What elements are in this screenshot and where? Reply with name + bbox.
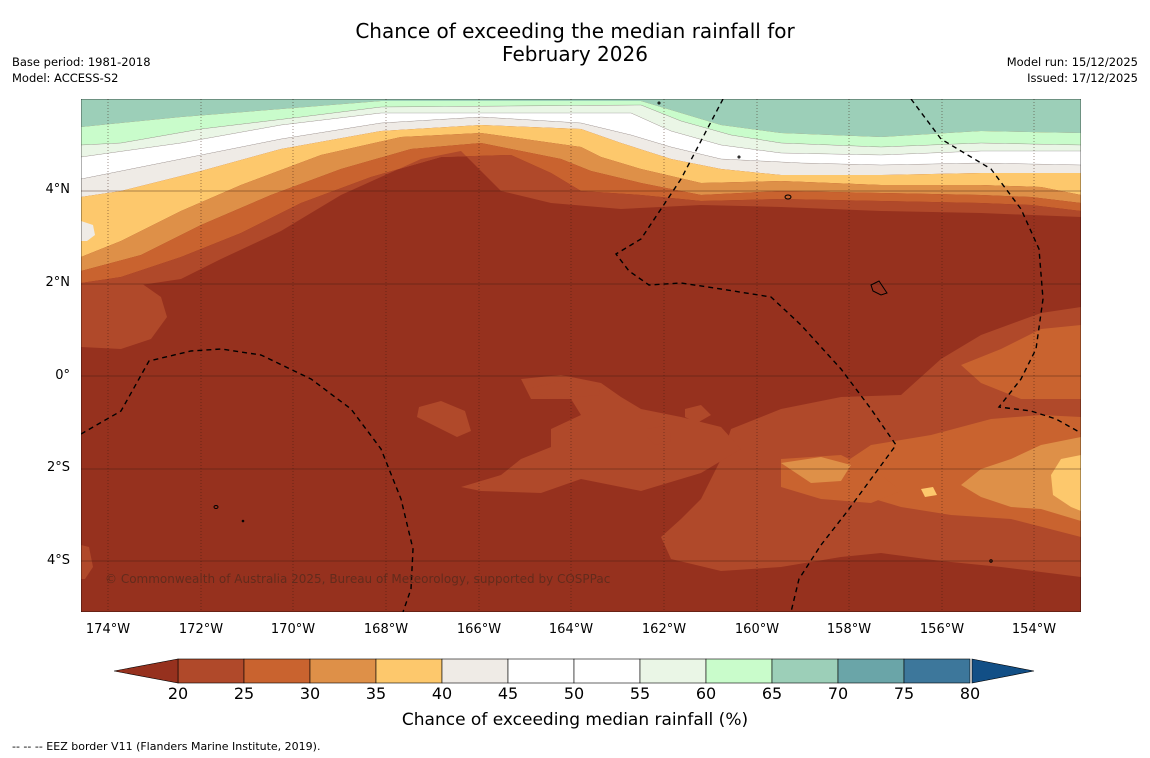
colorbar-tick-label: 80 (959, 684, 981, 703)
lat-label-2s: 2°S (46, 460, 70, 475)
meta-right: Model run: 15/12/2025 Issued: 17/12/2025 (1007, 54, 1138, 86)
lon-label-174w: 174°W (85, 622, 131, 637)
patch-40-45-left (81, 221, 95, 241)
lon-label-160w: 160°W (734, 622, 780, 637)
island-3 (213, 505, 219, 509)
colorbar-segment (243, 658, 311, 684)
colorbar-tick-label: 55 (629, 684, 651, 703)
lon-label-166w: 166°W (456, 622, 502, 637)
chart-title: Chance of exceeding the median rainfall … (0, 20, 1150, 66)
colorbar-label: Chance of exceeding median rainfall (%) (401, 710, 749, 730)
south-20-25-left-edge (81, 545, 93, 579)
colorbar-tick-label: 20 (167, 684, 189, 703)
south-35-40-spot (921, 487, 937, 497)
colorbar-segment (903, 658, 971, 684)
lon-label-158w: 158°W (826, 622, 872, 637)
patch-20-25-c (647, 425, 671, 445)
island-5 (737, 155, 741, 159)
colorbar-segment (441, 658, 509, 684)
colorbar-over-arrow (971, 658, 1035, 684)
island-7 (241, 519, 245, 523)
lat-grid (81, 190, 1081, 562)
colorbar-tick-label: 45 (497, 684, 519, 703)
band-40-45 (81, 117, 1081, 197)
colorbar-tick-label: 50 (563, 684, 585, 703)
island-1 (784, 194, 792, 200)
colorbar-tick-label: 35 (365, 684, 387, 703)
issued-date: Issued: 17/12/2025 (1027, 71, 1138, 85)
lat-label-2n: 2°N (45, 275, 71, 290)
model-name: Model: ACCESS-S2 (12, 71, 119, 85)
lon-label-164w: 164°W (548, 622, 594, 637)
south-20-25-mid (461, 375, 741, 493)
south-30-35-b (781, 457, 851, 483)
colorbar-tick-label: 25 (233, 684, 255, 703)
lon-label-162w: 162°W (641, 622, 687, 637)
patch-20-25-a (417, 401, 471, 437)
band-45-55 (81, 113, 1081, 179)
lon-label-170w: 170°W (270, 622, 316, 637)
contour-lines (81, 104, 1081, 180)
colorbar-segment (705, 658, 773, 684)
eez-borders (81, 99, 1081, 612)
title-line-2: February 2026 (502, 42, 648, 66)
band-20-25 (81, 151, 1081, 289)
colorbar-segment (177, 658, 245, 684)
colorbar-tick-label: 75 (893, 684, 915, 703)
band-25-30 (81, 143, 1081, 283)
band-55-60 (81, 105, 1081, 157)
lobe-20-25-west (81, 283, 167, 349)
eez-note: -- -- -- EEZ border V11 (Flanders Marine… (12, 740, 321, 753)
lon-label-168w: 168°W (363, 622, 409, 637)
patch-20-25-d (527, 381, 601, 399)
copyright-notice: © Commonwealth of Australia 2025, Bureau… (105, 572, 611, 586)
colorbar-segment (507, 658, 575, 684)
lat-label-4s: 4°S (46, 553, 70, 568)
colorbar (114, 658, 1035, 684)
lon-label-154w: 154°W (1011, 622, 1057, 637)
island-6 (989, 559, 993, 563)
title-line-1: Chance of exceeding the median rainfall … (355, 19, 795, 43)
colorbar-segment (771, 658, 839, 684)
eez-kiribati-west (81, 348, 414, 612)
colorbar-segment (837, 658, 905, 684)
colorbar-tick-label: 60 (695, 684, 717, 703)
colorbar-segment (639, 658, 707, 684)
colorbar-under-arrow (114, 658, 179, 684)
lon-label-172w: 172°W (178, 622, 224, 637)
model-run: Model run: 15/12/2025 (1006, 55, 1138, 69)
base-period: Base period: 1981-2018 (12, 55, 151, 69)
colorbar-segment (375, 658, 443, 684)
lat-label-4n: 4°N (45, 182, 71, 197)
rainfall-map (81, 99, 1081, 612)
colorbar-tick-label: 30 (299, 684, 321, 703)
eez-east (910, 99, 1081, 434)
band-30-35 (81, 133, 1081, 271)
colorbar-segment (309, 658, 377, 684)
lon-label-156w: 156°W (919, 622, 965, 637)
patch-20-25-b (685, 405, 711, 423)
colorbar-tick-label: 70 (827, 684, 849, 703)
meta-left: Base period: 1981-2018 Model: ACCESS-S2 (12, 54, 151, 86)
island-4 (657, 101, 661, 105)
south-30-35 (961, 437, 1081, 521)
colorbar-segments (177, 658, 971, 684)
band-60-65 (81, 101, 1081, 147)
island-2 (870, 280, 888, 296)
eez-line-islands (614, 99, 897, 612)
colorbar-tick-label: 65 (761, 684, 783, 703)
colorbar-segment (573, 658, 641, 684)
islands (213, 101, 993, 563)
colorbar-tick-label: 40 (431, 684, 453, 703)
lat-label-0: 0° (55, 368, 70, 383)
band-65-70 (81, 99, 1081, 137)
